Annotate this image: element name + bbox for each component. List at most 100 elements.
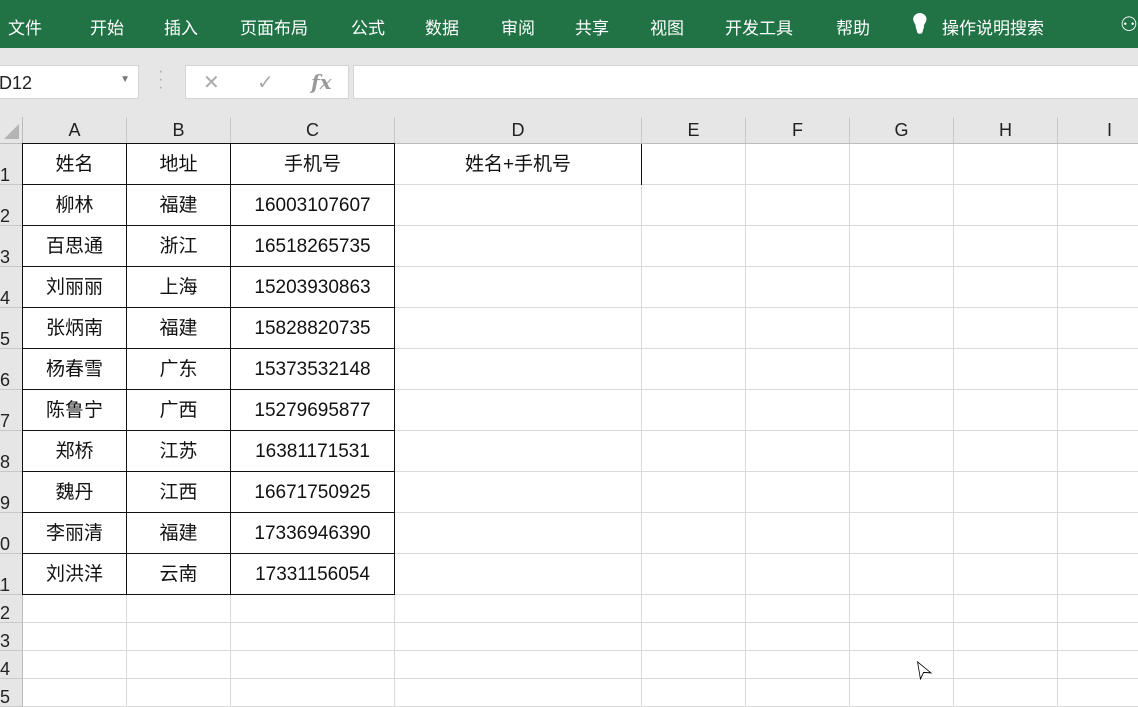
cell[interactable] <box>1058 623 1138 651</box>
cancel-icon[interactable]: ✕ <box>203 72 220 94</box>
cell[interactable]: 广西 <box>126 389 231 431</box>
row-header[interactable]: 3 <box>0 226 23 267</box>
cell[interactable] <box>395 472 642 513</box>
cell[interactable] <box>746 651 850 679</box>
cell[interactable] <box>395 185 642 226</box>
ribbon-tab[interactable]: 共享 <box>575 19 609 38</box>
cell[interactable]: 刘洪洋 <box>22 553 127 595</box>
cell[interactable] <box>1058 267 1138 308</box>
cell[interactable] <box>395 267 642 308</box>
cell[interactable] <box>850 513 954 554</box>
cell[interactable] <box>850 554 954 595</box>
cell[interactable] <box>954 267 1058 308</box>
cell[interactable] <box>1058 308 1138 349</box>
cell[interactable] <box>395 431 642 472</box>
column-header[interactable]: I <box>1058 117 1138 144</box>
cell[interactable] <box>746 349 850 390</box>
cell[interactable] <box>850 349 954 390</box>
enter-icon[interactable]: ✓ <box>257 72 274 94</box>
cell[interactable]: 15828820735 <box>230 307 395 349</box>
cell[interactable]: 浙江 <box>126 225 231 267</box>
column-header[interactable]: A <box>23 117 127 144</box>
ribbon-tab[interactable]: 开发工具 <box>725 19 793 38</box>
cell[interactable] <box>231 623 395 651</box>
cell[interactable]: 姓名 <box>22 143 127 185</box>
cell[interactable] <box>1058 595 1138 623</box>
column-header[interactable]: H <box>954 117 1058 144</box>
cell[interactable] <box>23 651 127 679</box>
formula-input[interactable] <box>353 65 1138 99</box>
cell[interactable] <box>395 390 642 431</box>
cell[interactable] <box>850 431 954 472</box>
cell[interactable] <box>1058 431 1138 472</box>
cell[interactable] <box>1058 513 1138 554</box>
cell[interactable] <box>850 185 954 226</box>
cell[interactable] <box>642 349 746 390</box>
ribbon-tab[interactable]: 开始 <box>90 19 124 38</box>
cell[interactable] <box>231 679 395 707</box>
cell[interactable] <box>395 349 642 390</box>
row-header[interactable]: 11 <box>0 554 23 595</box>
cell[interactable] <box>642 554 746 595</box>
cell[interactable]: 15203930863 <box>230 266 395 308</box>
cell[interactable] <box>954 308 1058 349</box>
cell[interactable] <box>1058 472 1138 513</box>
cell[interactable] <box>642 185 746 226</box>
cell[interactable] <box>23 623 127 651</box>
cell[interactable] <box>1058 679 1138 707</box>
cell[interactable] <box>954 595 1058 623</box>
column-header[interactable]: B <box>127 117 231 144</box>
cell[interactable] <box>746 472 850 513</box>
cell[interactable] <box>642 308 746 349</box>
cell[interactable] <box>642 513 746 554</box>
cell[interactable] <box>850 226 954 267</box>
row-header[interactable]: 1 <box>0 144 23 185</box>
cell[interactable] <box>850 623 954 651</box>
name-box[interactable]: D12 ▼ <box>0 65 139 99</box>
row-header[interactable]: 5 <box>0 308 23 349</box>
column-header[interactable]: D <box>395 117 642 144</box>
cell[interactable]: 刘丽丽 <box>22 266 127 308</box>
cell[interactable] <box>954 679 1058 707</box>
cell[interactable]: 16518265735 <box>230 225 395 267</box>
ribbon-tab[interactable]: 插入 <box>164 19 198 38</box>
cell[interactable] <box>395 651 642 679</box>
row-header[interactable]: 8 <box>0 431 23 472</box>
cell[interactable] <box>395 623 642 651</box>
cell[interactable] <box>954 349 1058 390</box>
row-header[interactable]: 7 <box>0 390 23 431</box>
cell[interactable] <box>1058 651 1138 679</box>
cell[interactable]: 百思通 <box>22 225 127 267</box>
column-header[interactable]: G <box>850 117 954 144</box>
row-header[interactable]: 6 <box>0 349 23 390</box>
cell[interactable]: 郑桥 <box>22 430 127 472</box>
cell[interactable] <box>746 595 850 623</box>
cell[interactable]: 17336946390 <box>230 512 395 554</box>
cell[interactable]: 福建 <box>126 512 231 554</box>
cell[interactable] <box>954 390 1058 431</box>
cell[interactable]: 手机号 <box>230 143 395 185</box>
cell[interactable] <box>850 267 954 308</box>
drag-handle-icon[interactable]: · · · <box>158 63 164 96</box>
cell[interactable] <box>954 554 1058 595</box>
column-header[interactable]: C <box>231 117 395 144</box>
cell[interactable]: 16381171531 <box>230 430 395 472</box>
ribbon-tab[interactable]: 审阅 <box>501 19 535 38</box>
cell[interactable] <box>746 513 850 554</box>
cell[interactable]: 云南 <box>126 553 231 595</box>
cell[interactable] <box>642 679 746 707</box>
cell[interactable] <box>746 554 850 595</box>
cell[interactable] <box>231 595 395 623</box>
cell[interactable] <box>127 623 231 651</box>
cell[interactable] <box>127 651 231 679</box>
cell[interactable] <box>850 595 954 623</box>
cell[interactable]: 魏丹 <box>22 471 127 513</box>
cell[interactable] <box>850 679 954 707</box>
cell[interactable]: 李丽清 <box>22 512 127 554</box>
cell[interactable] <box>23 679 127 707</box>
cell[interactable]: 15373532148 <box>230 348 395 390</box>
cell[interactable]: 张炳南 <box>22 307 127 349</box>
cell[interactable] <box>1058 390 1138 431</box>
row-header[interactable]: 13 <box>0 623 23 651</box>
ribbon-tab[interactable]: 数据 <box>425 19 459 38</box>
